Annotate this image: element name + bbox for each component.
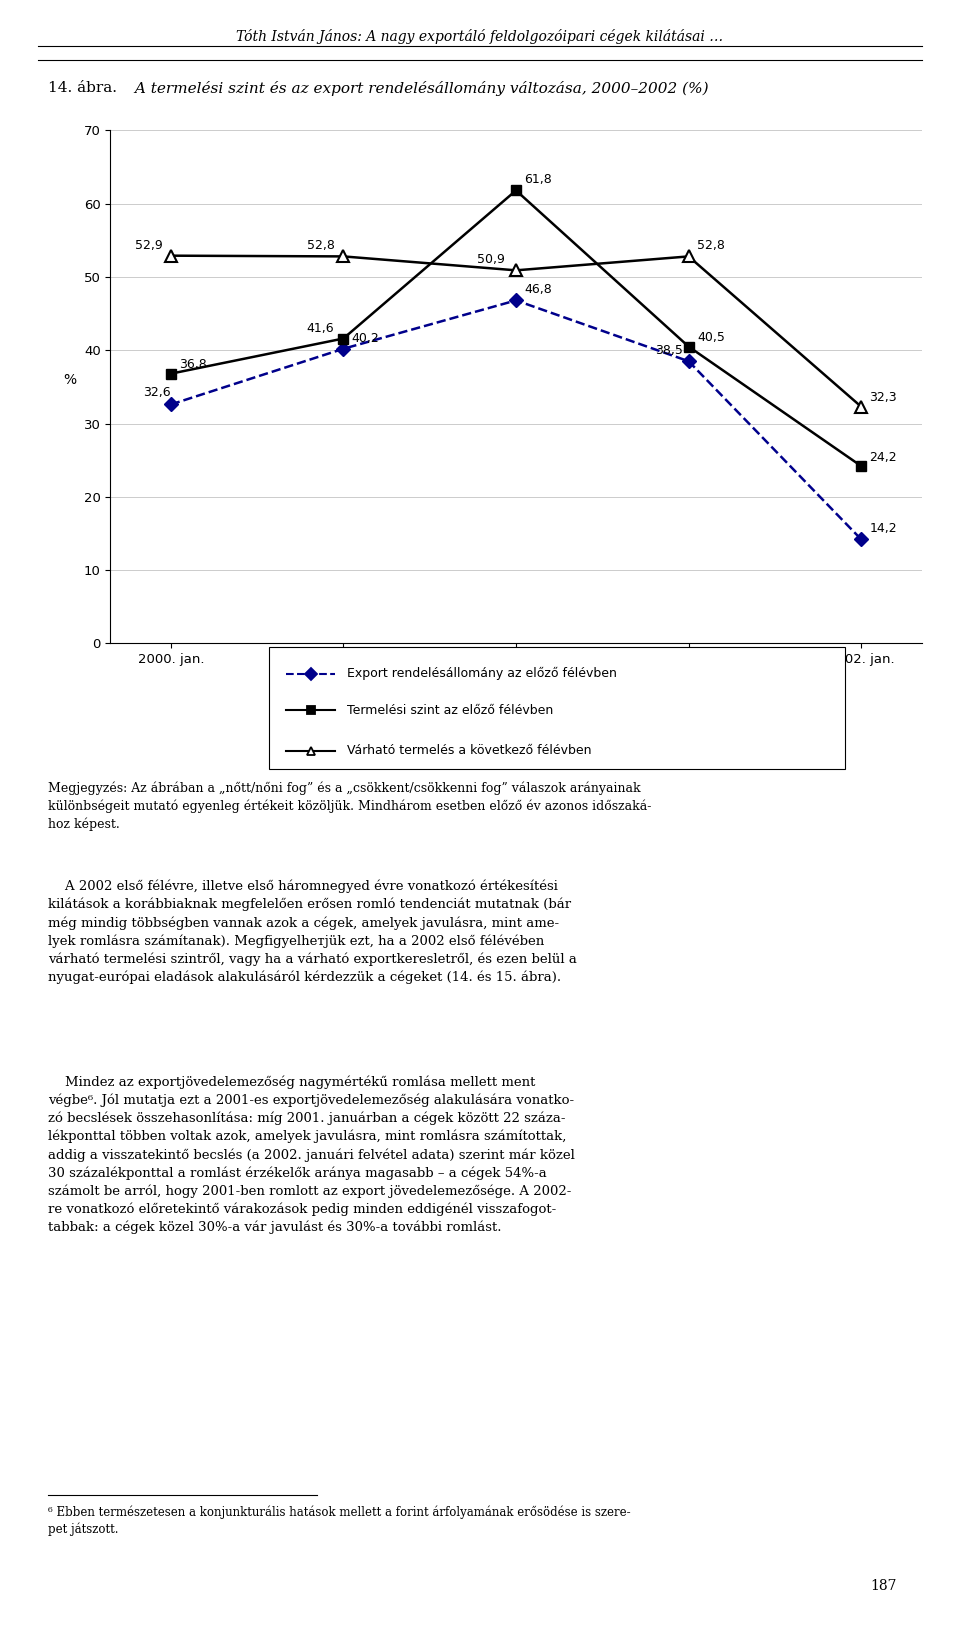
- FancyBboxPatch shape: [269, 647, 845, 769]
- Text: Várható termelés a következő félévben: Várható termelés a következő félévben: [347, 744, 591, 757]
- Text: 32,6: 32,6: [143, 386, 171, 399]
- Text: 50,9: 50,9: [477, 254, 505, 267]
- Text: A termelési szint és az export rendelésállomány változása, 2000–2002 (%): A termelési szint és az export rendelésá…: [130, 81, 708, 96]
- Text: ⁶ Ebben természetesen a konjunkturális hatások mellett a forint árfolyamának erő: ⁶ Ebben természetesen a konjunkturális h…: [48, 1505, 631, 1536]
- Y-axis label: %: %: [63, 373, 77, 388]
- Text: 36,8: 36,8: [180, 358, 207, 371]
- Text: 187: 187: [870, 1579, 897, 1593]
- Text: Tóth István János: A nagy exportáló feldolgozóipari cégek kilátásai …: Tóth István János: A nagy exportáló feld…: [236, 29, 724, 44]
- Text: 61,8: 61,8: [524, 173, 552, 186]
- Text: A 2002 első félévre, illetve első háromnegyed évre vonatkozó értékesítési
kilátá: A 2002 első félévre, illetve első háromn…: [48, 880, 577, 984]
- Text: Termelési szint az előző félévben: Termelési szint az előző félévben: [347, 704, 553, 717]
- Text: 40,5: 40,5: [697, 331, 725, 344]
- Text: 38,5: 38,5: [656, 344, 684, 357]
- Text: 32,3: 32,3: [870, 391, 898, 404]
- Text: 14,2: 14,2: [870, 523, 898, 536]
- Text: 14. ábra.: 14. ábra.: [48, 81, 117, 96]
- Text: 52,8: 52,8: [307, 239, 335, 252]
- Text: 24,2: 24,2: [870, 451, 898, 464]
- Text: Export rendelésállomány az előző félévben: Export rendelésállomány az előző félévbe…: [347, 666, 616, 681]
- Text: 46,8: 46,8: [524, 283, 552, 296]
- Text: 52,9: 52,9: [134, 239, 162, 252]
- Text: 40,2: 40,2: [351, 332, 379, 345]
- Text: 52,8: 52,8: [697, 239, 725, 252]
- Text: 41,6: 41,6: [306, 321, 333, 334]
- Text: Megjegyzés: Az ábrában a „nőtt/nőni fog” és a „csökkent/csökkenni fog” válaszok : Megjegyzés: Az ábrában a „nőtt/nőni fog”…: [48, 782, 652, 831]
- Text: Mindez az exportjövedelemezőség nagymértékű romlása mellett ment
végbe⁶. Jól mut: Mindez az exportjövedelemezőség nagymért…: [48, 1075, 575, 1235]
